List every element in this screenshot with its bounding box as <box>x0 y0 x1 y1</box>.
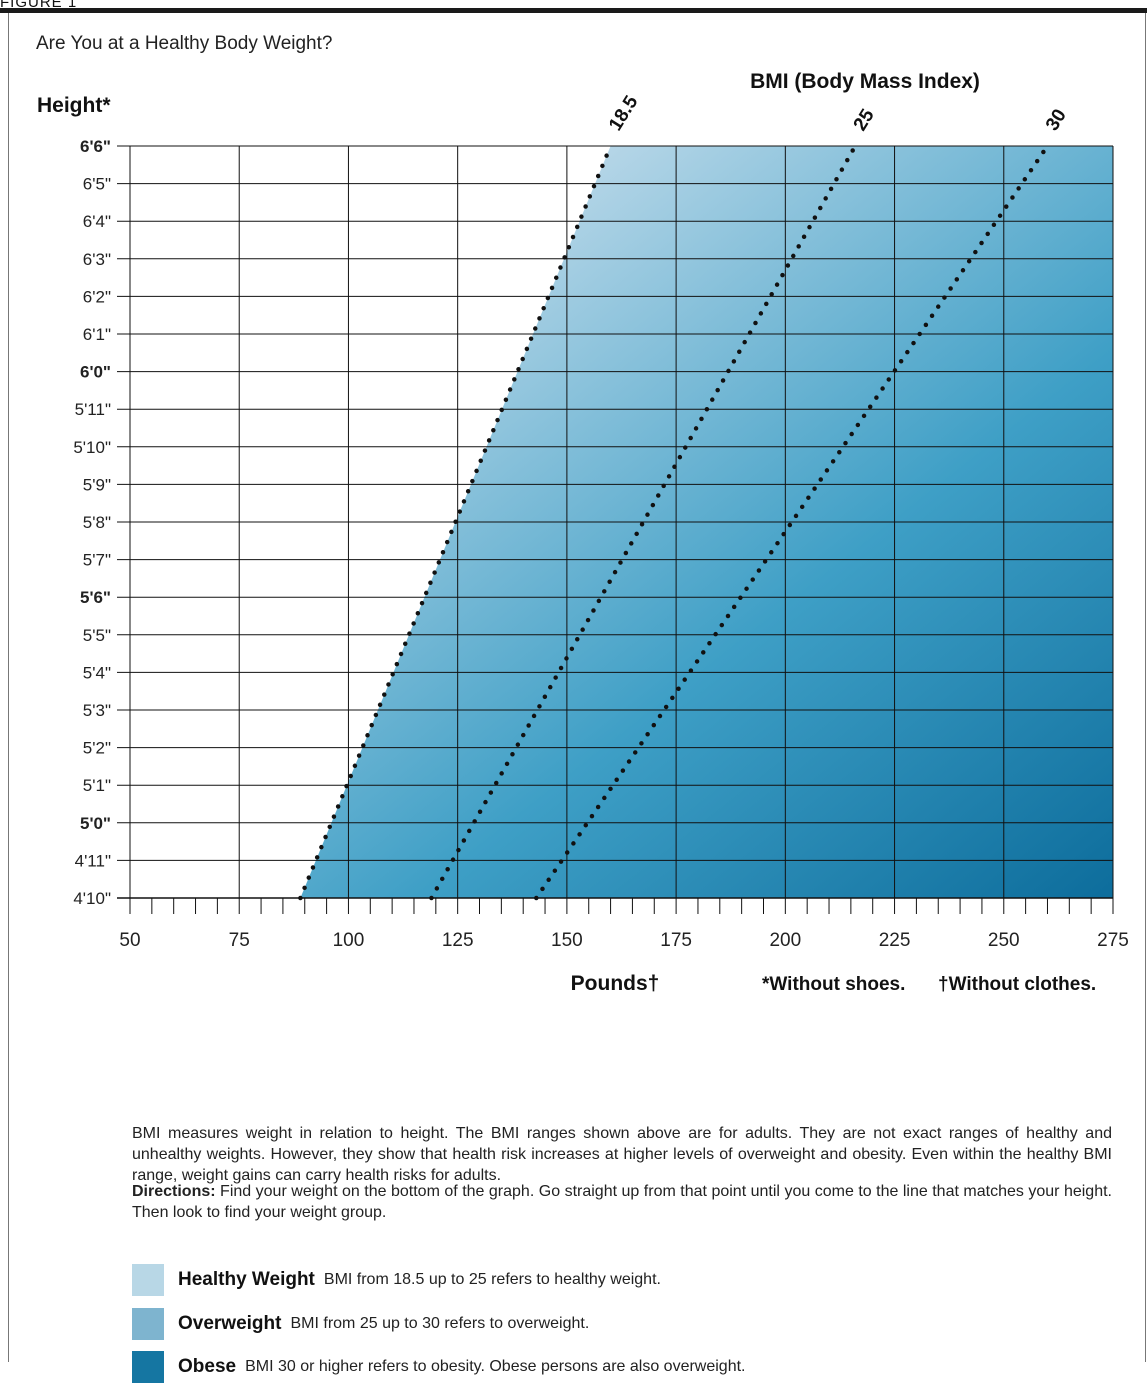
bmi-line-label: 30 <box>1042 106 1071 135</box>
bmi-line-label: 18.5 <box>605 92 643 135</box>
legend-name-healthy: Healthy Weight <box>178 1269 315 1290</box>
figure-frame <box>8 13 1146 1362</box>
legend-item-overweight: Overweight BMI from 25 up to 30 refers t… <box>132 1308 589 1340</box>
legend-desc-obese: BMI 30 or higher refers to obesity. Obes… <box>245 1358 746 1375</box>
obese-swatch <box>132 1351 164 1383</box>
y-tick-label: 6'1" <box>83 325 111 344</box>
y-tick-label: 6'5" <box>83 175 111 194</box>
x-tick-label: 100 <box>333 930 365 951</box>
y-tick-label: 5'2" <box>83 739 111 758</box>
y-tick-label: 5'5" <box>83 626 111 645</box>
legend-desc-healthy: BMI from 18.5 up to 25 refers to healthy… <box>323 1271 661 1288</box>
bmi-line-label: 25 <box>850 105 879 134</box>
y-tick-label: 5'9" <box>83 475 111 494</box>
x-tick-label: 150 <box>551 930 583 951</box>
y-tick-label: 5'7" <box>83 551 111 570</box>
y-tick-label: 5'6" <box>80 588 111 607</box>
legend-name-obese: Obese <box>178 1356 237 1377</box>
x-tick-label: 75 <box>229 930 250 951</box>
legend-item-obese: Obese BMI 30 or higher refers to obesity… <box>132 1351 746 1383</box>
y-axis-label: Height* <box>37 94 111 117</box>
directions-paragraph: Directions: Find your weight on the bott… <box>132 1181 1112 1223</box>
footnote-shoes: *Without shoes. <box>762 974 905 995</box>
y-tick-label: 4'11" <box>75 851 111 870</box>
explanation-paragraph: BMI measures weight in relation to heigh… <box>132 1125 1112 1184</box>
x-tick-label: 175 <box>660 930 692 951</box>
y-tick-label: 6'3" <box>83 250 111 269</box>
x-tick-label: 125 <box>442 930 474 951</box>
y-tick-label: 5'0" <box>80 814 111 833</box>
x-tick-label: 250 <box>988 930 1020 951</box>
legend-desc-overweight: BMI from 25 up to 30 refers to overweigh… <box>290 1315 590 1332</box>
y-tick-label: 6'4" <box>83 212 111 231</box>
y-tick-label: 6'2" <box>83 287 111 306</box>
y-tick-label: 5'3" <box>83 701 111 720</box>
x-tick-label: 225 <box>879 930 911 951</box>
x-tick-label: 200 <box>769 930 801 951</box>
directions-text: Find your weight on the bottom of the gr… <box>132 1183 1112 1221</box>
y-tick-label: 5'1" <box>83 776 111 795</box>
x-tick-label: 275 <box>1097 930 1129 951</box>
directions-label: Directions: <box>132 1183 216 1200</box>
x-axis-label: Pounds† <box>571 972 660 995</box>
legend-name-overweight: Overweight <box>178 1313 282 1334</box>
healthy-swatch <box>132 1264 164 1296</box>
figure-label: FIGURE 1 <box>0 0 78 11</box>
chart-title: BMI (Body Mass Index) <box>750 70 980 93</box>
bmi-line-18-5 <box>298 143 613 901</box>
y-tick-label: 6'0" <box>80 363 111 382</box>
x-tick-label: 50 <box>119 930 140 951</box>
figure-title: Are You at a Healthy Body Weight? <box>36 33 333 54</box>
y-tick-label: 5'4" <box>83 663 111 682</box>
bmi-line-25 <box>429 143 858 901</box>
legend-item-healthy: Healthy Weight BMI from 18.5 up to 25 re… <box>132 1264 661 1296</box>
y-tick-label: 5'10" <box>73 438 111 457</box>
y-tick-label: 5'8" <box>83 513 111 532</box>
top-rule <box>0 8 1147 13</box>
bmi-chart: 50 75 100 125 150 175 200 225 250 275 4'10" 4'11" 5'… <box>37 70 1129 995</box>
y-tick-label: 6'6" <box>80 137 111 156</box>
bmi-line-30 <box>534 143 1050 901</box>
footnote-clothes: †Without clothes. <box>938 974 1096 995</box>
y-tick-label: 4'10" <box>73 889 111 908</box>
y-tick-label: 5'11" <box>75 400 111 419</box>
overweight-swatch <box>132 1308 164 1340</box>
